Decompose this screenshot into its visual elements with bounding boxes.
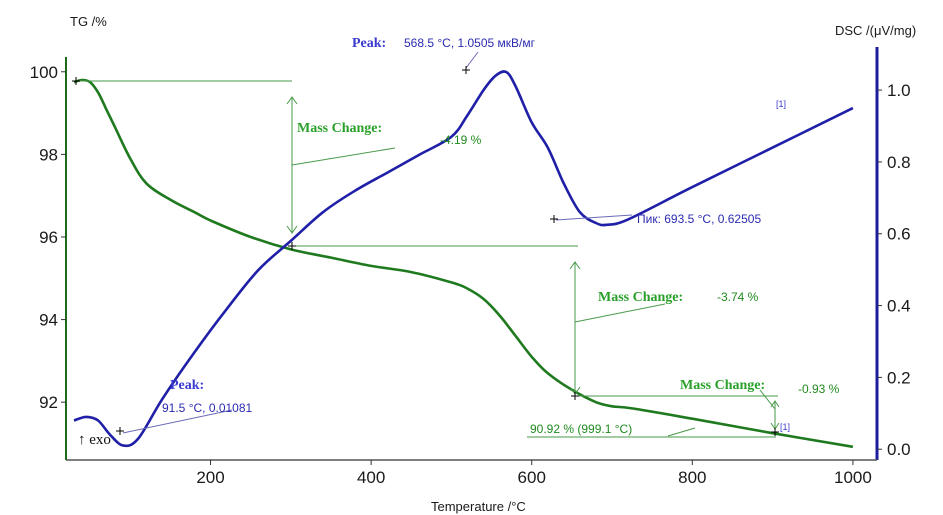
residual-mass-marker [527,427,776,438]
right-tick-label: 0.4 [887,297,911,316]
x-tick-label: 800 [678,468,706,487]
left-axis-ticks: 92 94 96 98 100 [30,63,66,412]
x-axis-title: Temperature /°C [431,499,526,514]
x-tick-label: 200 [196,468,224,487]
mass-change-2-value: -3.74 % [717,290,759,304]
right-tick-label: 1.0 [887,81,911,100]
right-tick-label: 0.2 [887,368,911,387]
tg-curve-tag: [1] [780,422,790,432]
peak-markers [72,66,779,436]
right-tick-label: 0.6 [887,225,911,244]
pik-annotation: Пик: 693.5 °C, 0.62505 [637,212,761,226]
right-tick-label: 0.8 [887,153,911,172]
peak-top-value: 568.5 °C, 1.0505 мкВ/мг [404,36,536,50]
left-tick-label: 96 [39,228,58,247]
mass-change-1-value: -4.19 % [440,133,482,147]
dsc-curve-tag: [1] [776,99,786,109]
peak-low-value: 91.5 °C, 0.01081 [162,401,253,415]
left-tick-label: 100 [30,63,58,82]
peak-leaders [122,51,633,434]
x-tick-label: 600 [518,468,546,487]
dsc-series-line [73,70,854,448]
exo-indicator: ↑ exo [78,432,111,448]
left-tick-label: 92 [39,393,58,412]
right-axis-ticks: 0.0 0.2 0.4 0.6 0.8 1.0 [877,81,911,459]
mass-change-2-label: Mass Change: [598,290,683,305]
peak-top-label: Peak: [352,36,386,51]
mass-change-bracket-2 [569,261,778,397]
residual-mass-label: 90.92 % (999.1 °C) [530,422,632,436]
mass-change-3-label: Mass Change: [680,378,765,393]
right-tick-label: 0.0 [887,440,911,459]
left-tick-label: 98 [39,145,58,164]
left-tick-label: 94 [39,311,58,330]
mass-change-1-label: Mass Change: [297,121,382,136]
plot-frame [65,47,879,461]
x-tick-label: 1000 [834,468,872,487]
x-tick-label: 400 [357,468,385,487]
mass-change-3-value: -0.93 % [798,382,840,396]
left-axis-title: TG /% [70,14,107,29]
right-axis-title: DSC /(μV/mg) [835,23,916,38]
mass-change-bracket-1 [72,80,578,247]
bottom-axis-ticks: 200 400 600 800 1000 [196,460,872,487]
peak-low-label: Peak: [170,378,204,393]
tg-series-line [73,78,854,449]
